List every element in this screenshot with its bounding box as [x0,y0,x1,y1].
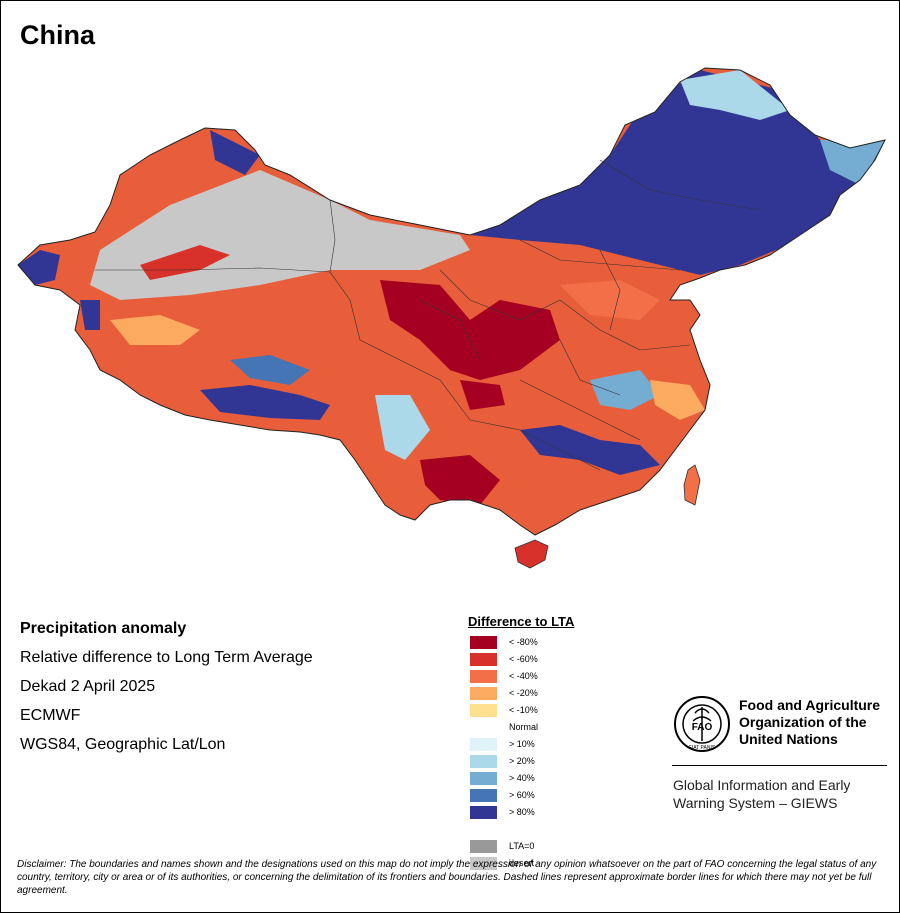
legend-item: < -20% [468,685,574,702]
legend-label: > 80% [509,807,535,817]
legend-item: LTA=0 [468,838,574,855]
anomaly-patch [375,395,430,460]
anomaly-patch [200,385,330,420]
legend-label: < -10% [509,705,538,715]
legend-swatch [470,840,497,853]
anomaly-patch [650,380,705,420]
legend-swatch [470,738,497,751]
legend-item: > 80% [468,804,574,821]
anomaly-patch [380,280,560,380]
legend-item: < -40% [468,668,574,685]
anomaly-patch [140,245,230,280]
legend-swatch [470,755,497,768]
china-border [17,67,886,536]
legend-item: > 10% [468,736,574,753]
giews-label: Global Information and Early Warning Sys… [673,776,850,812]
legend-label: < -60% [509,654,538,664]
measure-label: Relative difference to Long Term Average [20,649,313,666]
legend-label: > 60% [509,790,535,800]
legend-swatch [470,806,497,819]
fao-logo-text: FAO [692,722,713,733]
map-legend: Difference to LTA < -80% < -60% < -40% < -2… [468,614,574,872]
legend-swatch [470,687,497,700]
fao-name-line3: United Nations [739,731,838,747]
legend-label: < -20% [509,688,538,698]
legend-label: LTA=0 [509,841,535,851]
legend-item: < -80% [468,634,574,651]
legend-label: Normal [509,722,539,732]
legend-swatch [470,704,497,717]
legend-swatch [470,789,497,802]
province-boundaries [95,159,761,471]
giews-line2: Warning System – GIEWS [673,795,838,811]
legend-swatch [470,653,497,666]
china-landmass [18,68,885,535]
legend-label: > 40% [509,773,535,783]
legend-label: > 20% [509,756,535,766]
giews-line1: Global Information and Early [673,777,851,793]
legend-item: Normal [468,719,574,736]
anomaly-patch [80,300,100,330]
source-label: ECMWF [20,707,81,724]
legend-item: < -10% [468,702,574,719]
variable-label: Precipitation anomaly [20,620,187,637]
map-info-block: Precipitation anomaly Relative differenc… [20,620,313,765]
legend-label: < -80% [509,637,538,647]
anomaly-patch [420,455,500,505]
hainan-island [514,539,549,569]
legend-swatch [470,857,497,870]
legend-item [468,821,574,838]
fao-name-line2: Organization of the [739,714,867,730]
legend-item: desert [468,855,574,872]
legend-swatch [470,670,497,683]
legend-swatch [470,772,497,785]
map-title: China [20,20,96,50]
anomaly-patch [560,280,660,320]
anomaly-patch [18,250,60,285]
fao-logo-ring-text: FIAT PANIS [689,745,716,751]
anomaly-patch [230,355,310,385]
anomaly-patch [210,130,260,175]
china-precipitation-map [17,67,886,569]
anomaly-patch [680,70,790,120]
legend-item: > 60% [468,787,574,804]
legend-label: desert [509,858,535,868]
fao-logo: FAO FIAT PANIS [674,696,730,752]
fao-name: Food and Agriculture Organization of the… [739,697,880,748]
legend-swatch [470,721,497,734]
legend-item: > 40% [468,770,574,787]
legend-title: Difference to LTA [468,614,575,629]
legend-item: > 20% [468,753,574,770]
anomaly-patch [460,380,505,410]
period-label: Dekad 2 April 2025 [20,678,156,695]
taiwan-island [683,464,701,506]
anomaly-patch [520,425,660,475]
anomaly-patch [470,70,885,275]
legend-swatch [470,823,497,836]
legend-swatch [470,636,497,649]
legend-label: > 10% [509,739,535,749]
legend-item: < -60% [468,651,574,668]
legend-label: < -40% [509,671,538,681]
anomaly-patch [110,315,200,345]
anomaly-patch [820,140,885,185]
legend-rows: < -80% < -60% < -40% < -20% < -10% Normal > 10… [468,634,574,872]
disclaimer: Disclaimer: The boundaries and names sho… [17,859,877,896]
fao-name-line1: Food and Agriculture [739,697,881,713]
divider [672,765,887,766]
projection-label: WGS84, Geographic Lat/Lon [20,736,226,753]
anomaly-patch [590,370,660,410]
